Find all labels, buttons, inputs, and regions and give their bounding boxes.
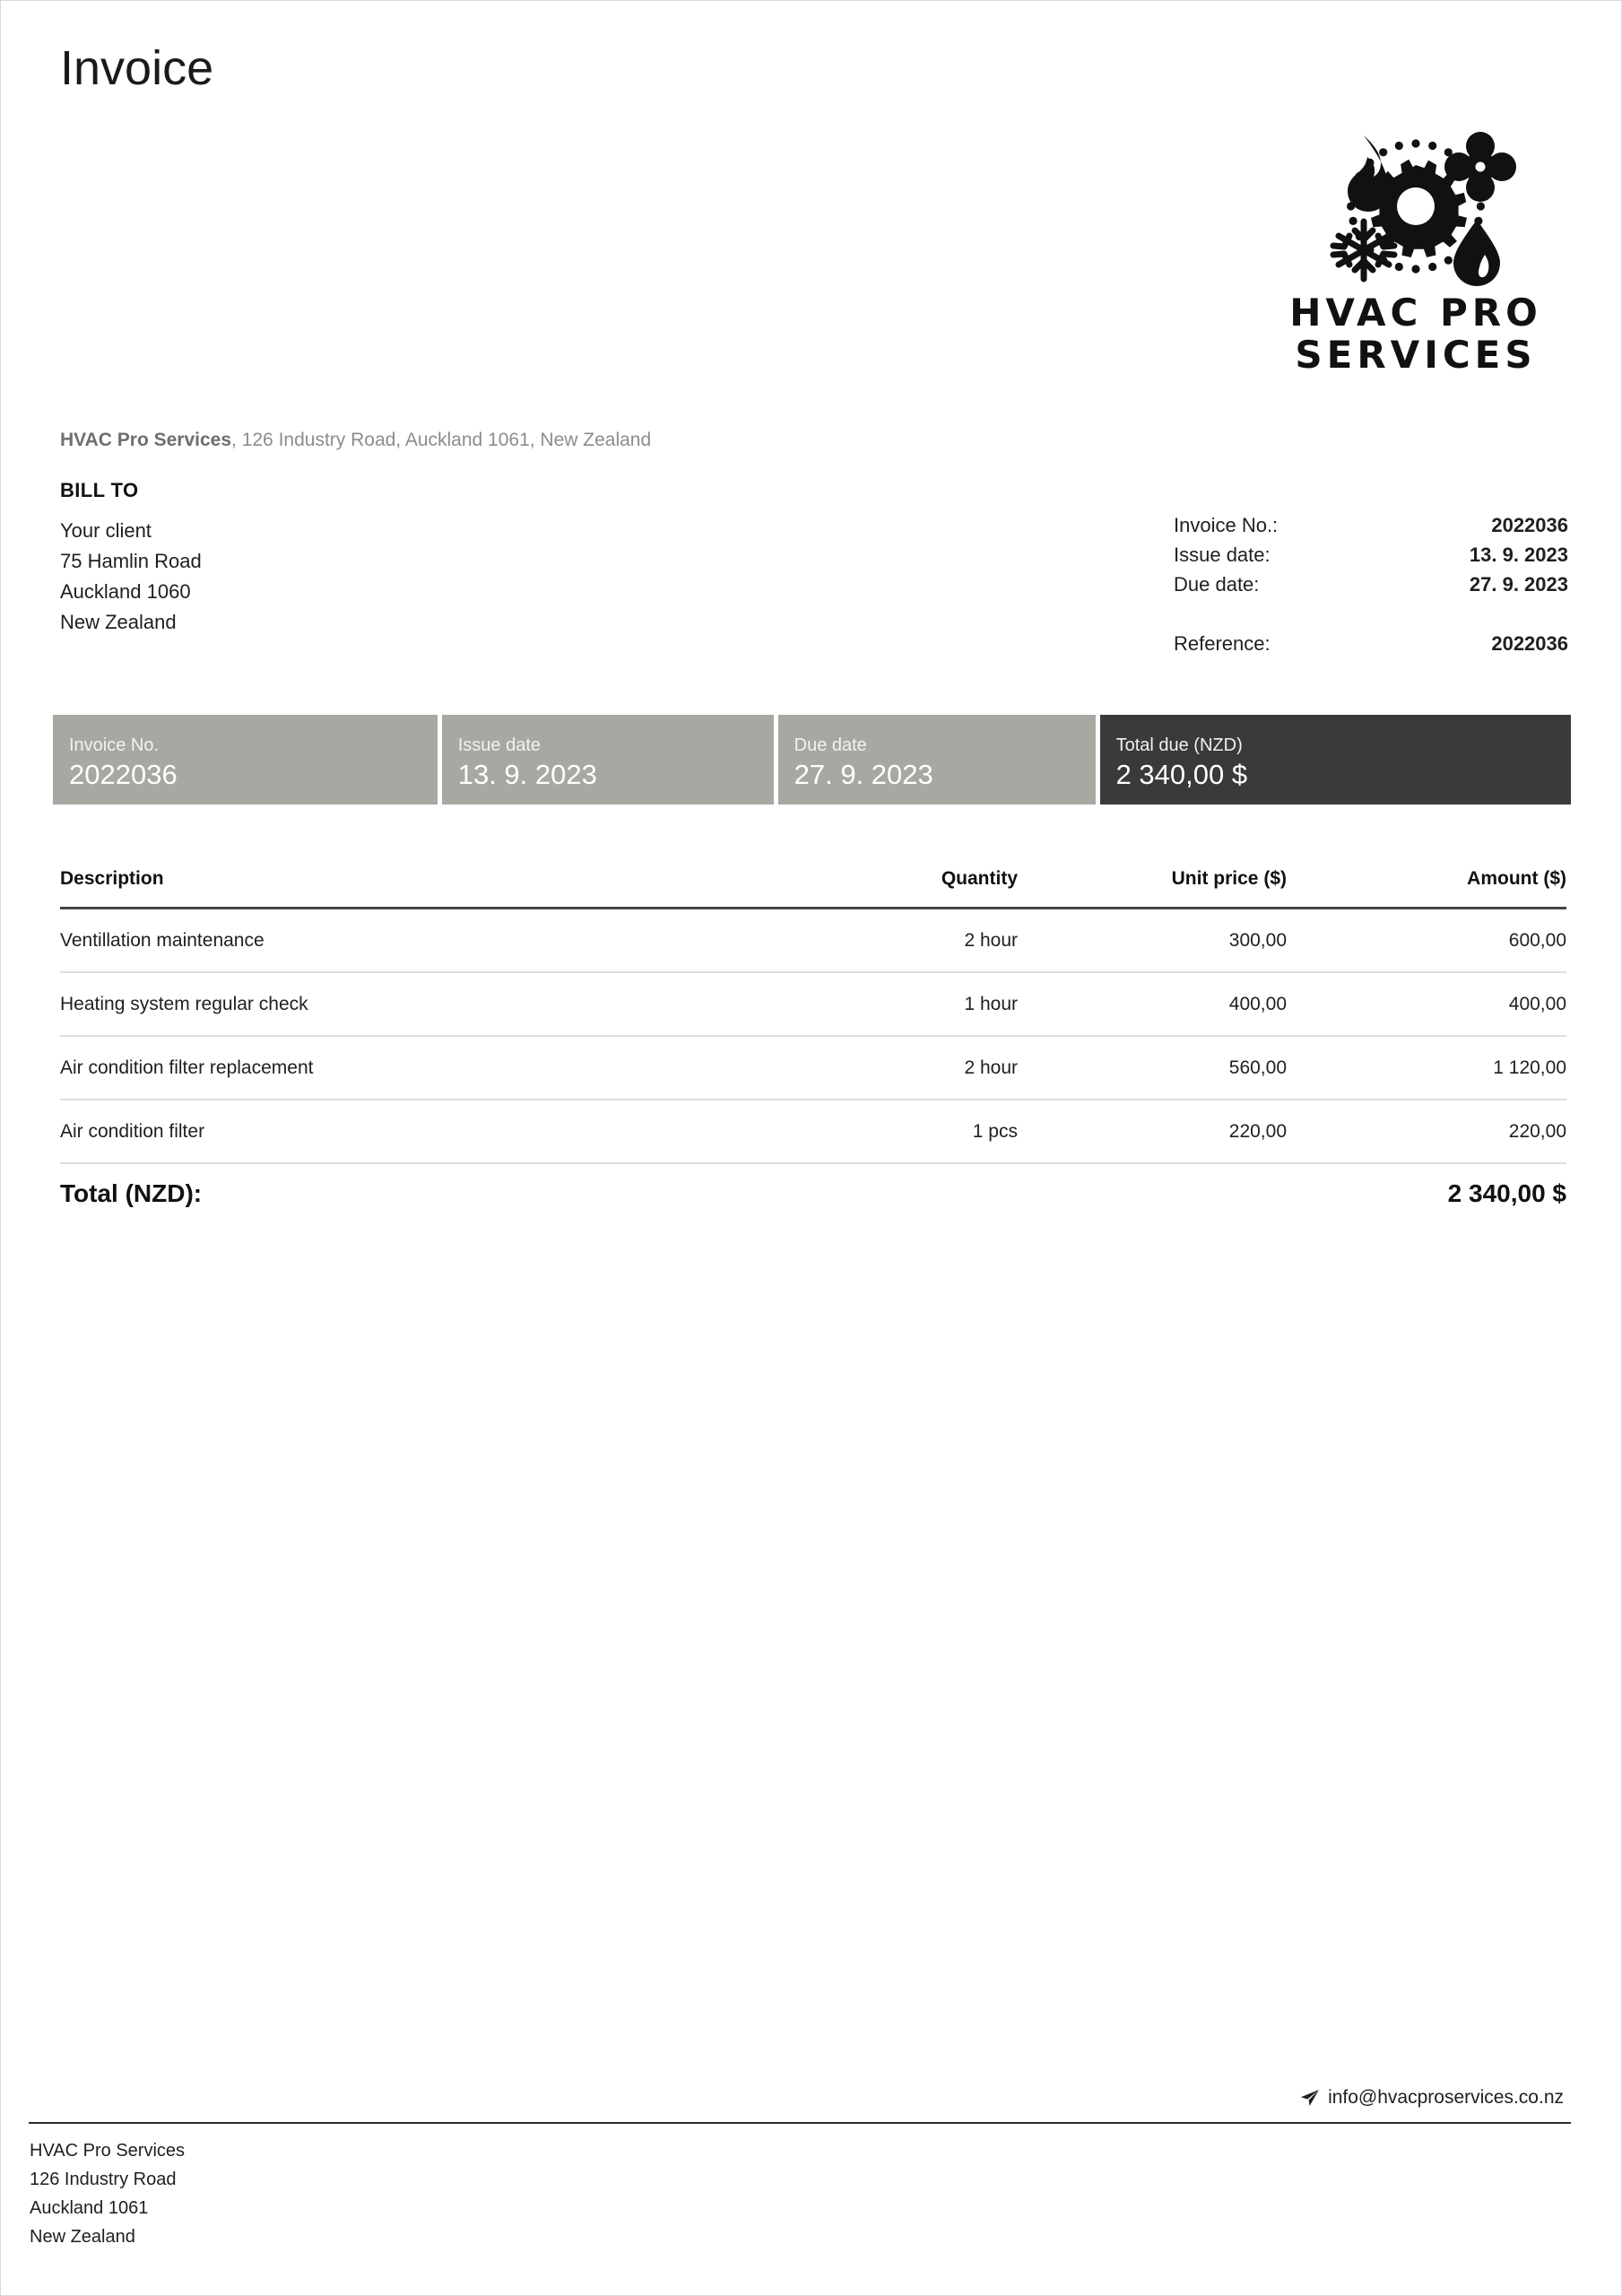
cell-amount: 1 120,00 bbox=[1493, 1057, 1566, 1078]
meta-label: Invoice No.: bbox=[1174, 514, 1279, 536]
meta-label: Issue date: bbox=[1174, 544, 1271, 566]
footer-address-line: New Zealand bbox=[30, 2227, 135, 2247]
cell-description: Air condition filter bbox=[60, 1120, 205, 1142]
cell-unit-price: 400,00 bbox=[1228, 993, 1287, 1014]
column-header-unit-price: Unit price ($) bbox=[1171, 868, 1287, 889]
summary-label: Issue date bbox=[457, 735, 542, 755]
table-row: Air condition filter 1 pcs 220,00 220,00 bbox=[60, 1100, 1566, 1164]
footer-email[interactable]: info@hvacproservices.co.nz bbox=[1300, 2087, 1564, 2109]
table-header-row: Description Quantity Unit price ($) Amou… bbox=[60, 851, 1566, 909]
summary-cell-due-date: Due date 27. 9. 2023 bbox=[777, 715, 1096, 804]
logo-wordmark-line1: HVAC PRO bbox=[1289, 291, 1542, 335]
bill-to-line: 75 Hamlin Road bbox=[60, 550, 202, 572]
table-row: Heating system regular check 1 hour 400,… bbox=[60, 973, 1566, 1037]
footer-address-block: HVAC Pro Services 126 Industry Road Auck… bbox=[30, 2136, 185, 2251]
cell-description: Air condition filter replacement bbox=[60, 1057, 314, 1078]
bill-to-line: Your client bbox=[60, 519, 152, 542]
summary-cell-issue-date: Issue date 13. 9. 2023 bbox=[441, 715, 774, 804]
issuer-address-line: HVAC Pro Services, 126 Industry Road, Au… bbox=[60, 430, 651, 451]
invoice-content: Invoice bbox=[29, 1, 1571, 2295]
footer-divider bbox=[29, 2122, 1571, 2124]
cell-unit-price: 300,00 bbox=[1228, 929, 1287, 951]
table-row: Ventillation maintenance 2 hour 300,00 6… bbox=[60, 909, 1566, 973]
meta-label: Reference: bbox=[1174, 632, 1271, 655]
snowflake-icon bbox=[1330, 218, 1398, 283]
issuer-address: , 126 Industry Road, Auckland 1061, New … bbox=[231, 430, 652, 450]
cell-unit-price: 560,00 bbox=[1228, 1057, 1287, 1078]
total-label: Total (NZD): bbox=[60, 1179, 203, 1207]
footer-email-text: info@hvacproservices.co.nz bbox=[1328, 2087, 1564, 2108]
cell-quantity: 2 hour bbox=[964, 929, 1018, 951]
cell-quantity: 1 hour bbox=[964, 993, 1018, 1014]
meta-value: 27. 9. 2023 bbox=[1469, 573, 1568, 596]
cell-amount: 600,00 bbox=[1508, 929, 1566, 951]
summary-label: Total due (NZD) bbox=[1115, 735, 1243, 755]
meta-label: Due date: bbox=[1174, 573, 1260, 596]
send-icon bbox=[1301, 2090, 1320, 2106]
table-total-row: Total (NZD): 2 340,00 $ bbox=[60, 1164, 1566, 1223]
issuer-name: HVAC Pro Services bbox=[60, 430, 232, 450]
meta-spacer bbox=[1174, 599, 1568, 629]
logo-mark-icon bbox=[1330, 132, 1516, 286]
bill-to-block: BILL TO Your client 75 Hamlin Road Auckl… bbox=[60, 479, 634, 638]
summary-bar: Invoice No. 2022036 Issue date 13. 9. 20… bbox=[53, 715, 1571, 804]
meta-value: 13. 9. 2023 bbox=[1469, 544, 1568, 566]
cell-unit-price: 220,00 bbox=[1228, 1120, 1287, 1142]
page-title: Invoice bbox=[60, 41, 214, 95]
summary-value: 27. 9. 2023 bbox=[794, 759, 933, 790]
invoice-meta-block: Invoice No.: 2022036 Issue date: 13. 9. … bbox=[1174, 510, 1568, 658]
summary-value: 2022036 bbox=[69, 759, 178, 790]
company-logo: HVAC PRO SERVICES bbox=[1263, 126, 1568, 376]
cell-quantity: 1 pcs bbox=[972, 1120, 1018, 1142]
cell-description: Ventillation maintenance bbox=[60, 929, 265, 951]
cell-quantity: 2 hour bbox=[964, 1057, 1018, 1078]
bill-to-heading: BILL TO bbox=[60, 479, 139, 501]
summary-label: Due date bbox=[794, 735, 867, 755]
column-header-amount: Amount ($) bbox=[1467, 868, 1566, 889]
logo-wordmark-line2: SERVICES bbox=[1295, 333, 1537, 378]
column-header-description: Description bbox=[60, 868, 164, 889]
meta-value: 2022036 bbox=[1491, 632, 1568, 655]
cell-amount: 220,00 bbox=[1508, 1120, 1566, 1142]
cell-description: Heating system regular check bbox=[60, 993, 308, 1014]
total-value: 2 340,00 $ bbox=[1447, 1179, 1566, 1207]
summary-label: Invoice No. bbox=[69, 735, 160, 755]
footer-address-line: HVAC Pro Services bbox=[30, 2141, 186, 2161]
bill-to-line: New Zealand bbox=[60, 611, 177, 633]
summary-cell-total-due: Total due (NZD) 2 340,00 $ bbox=[1099, 715, 1571, 804]
summary-cell-invoice-no: Invoice No. 2022036 bbox=[53, 715, 438, 804]
line-items-table: Description Quantity Unit price ($) Amou… bbox=[60, 851, 1566, 1223]
summary-value: 13. 9. 2023 bbox=[457, 759, 597, 790]
meta-row-reference: Reference: 2022036 bbox=[1174, 629, 1568, 658]
bill-to-line: Auckland 1060 bbox=[60, 580, 191, 603]
footer-address-line: Auckland 1061 bbox=[30, 2198, 149, 2218]
cell-amount: 400,00 bbox=[1508, 993, 1566, 1014]
flame-icon bbox=[1348, 135, 1389, 212]
column-header-quantity: Quantity bbox=[941, 868, 1018, 889]
meta-value: 2022036 bbox=[1491, 514, 1568, 536]
meta-row-invoice-no: Invoice No.: 2022036 bbox=[1174, 510, 1568, 540]
table-row: Air condition filter replacement 2 hour … bbox=[60, 1037, 1566, 1100]
summary-value: 2 340,00 $ bbox=[1115, 759, 1248, 790]
water-drop-icon bbox=[1453, 220, 1500, 286]
footer-address-line: 126 Industry Road bbox=[30, 2170, 177, 2189]
fan-icon bbox=[1444, 132, 1516, 202]
meta-row-issue-date: Issue date: 13. 9. 2023 bbox=[1174, 540, 1568, 570]
gear-center bbox=[1397, 187, 1435, 225]
meta-row-due-date: Due date: 27. 9. 2023 bbox=[1174, 570, 1568, 599]
